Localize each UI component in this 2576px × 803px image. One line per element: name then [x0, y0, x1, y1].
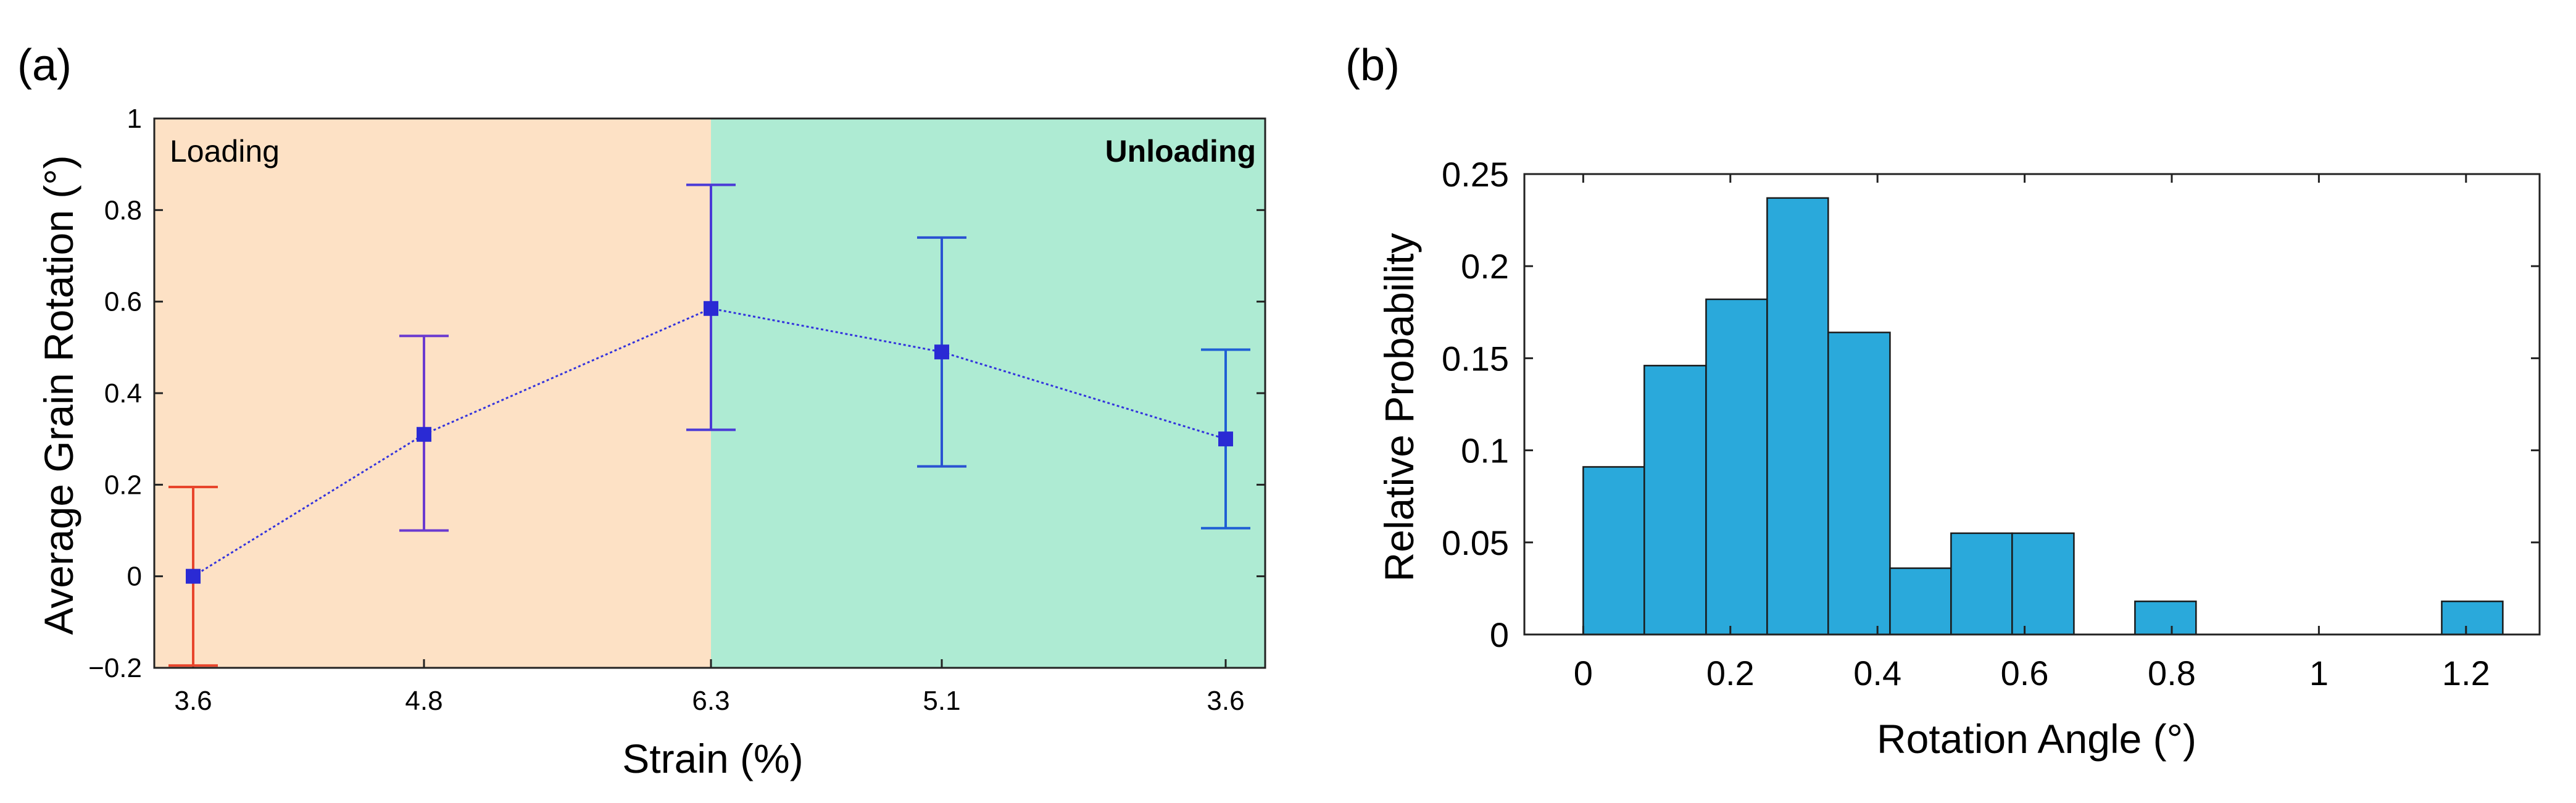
plot-frame-a — [153, 117, 1266, 669]
x-tick-label: 0.6 — [2001, 654, 2049, 693]
x-tick-label: 6.3 — [692, 686, 729, 716]
x-tick-label: 0.2 — [1706, 654, 1755, 693]
histogram-bar — [1950, 532, 2013, 636]
histogram-bar — [1643, 365, 1707, 636]
x-tick-label: 4.8 — [405, 686, 442, 716]
unloading-region — [711, 119, 1265, 668]
panel-a: (a) Loading Unloading 1 0.8 0.6 0.4 0.2 0 −0.2… — [17, 41, 1266, 781]
histogram-bar — [2441, 601, 2504, 636]
x-axis-title-a: Strain (%) — [622, 736, 803, 781]
plot-frame-b — [1523, 173, 2541, 636]
x-tick-label: 0 — [1574, 654, 1593, 693]
x-axis-title-b: Rotation Angle (°) — [1877, 716, 2196, 762]
data-point — [186, 568, 201, 584]
histogram-bar — [1889, 567, 1952, 636]
y-tick-label: 0.2 — [104, 470, 142, 500]
x-tick-label: 0.8 — [2148, 654, 2196, 693]
y-tick-label: 0.1 — [1461, 431, 1509, 470]
histogram-bar — [1582, 466, 1645, 636]
y-tick-label: 0.6 — [104, 287, 142, 317]
y-tick-label: 1 — [127, 104, 142, 134]
y-tick-label: 0.8 — [104, 195, 142, 225]
x-axis-ticks: 3.6 4.8 6.3 5.1 3.6 — [174, 659, 1245, 716]
histogram-bar — [1705, 298, 1768, 636]
y-tick-label: 0.25 — [1442, 155, 1509, 194]
x-tick-label: 0.4 — [1853, 654, 1901, 693]
loading-label: Loading — [170, 134, 280, 169]
y-axis-title-a: Average Grain Rotation (°) — [36, 155, 81, 634]
y-axis-ticks: 1 0.8 0.6 0.4 0.2 0 −0.2 — [88, 104, 1265, 683]
series-line — [168, 183, 1250, 667]
y-axis-ticks: 0 0.05 0.1 0.15 0.2 0.25 — [1442, 155, 2540, 654]
data-point — [934, 344, 949, 360]
data-point — [417, 426, 431, 442]
x-tick-label: 1.2 — [2442, 654, 2490, 693]
y-tick-label: 0.15 — [1442, 339, 1509, 378]
y-tick-label: 0.4 — [104, 378, 142, 409]
panel-b-label: (b) — [1345, 41, 1400, 90]
histogram-bar — [2011, 532, 2075, 636]
y-tick-label: 0.05 — [1442, 523, 1509, 562]
x-axis-ticks: 0 0.2 0.4 0.6 0.8 1 1.2 — [1574, 174, 2490, 693]
y-tick-label: 0.2 — [1461, 247, 1509, 286]
y-tick-label: −0.2 — [88, 653, 142, 683]
histogram-bar — [1827, 331, 1891, 636]
x-tick-label: 3.6 — [174, 686, 212, 716]
y-tick-label: 0 — [127, 562, 142, 592]
x-tick-label: 1 — [2309, 654, 2329, 693]
unloading-label: Unloading — [1105, 134, 1256, 169]
data-point — [704, 301, 718, 316]
x-tick-label: 5.1 — [923, 686, 960, 716]
histogram-bar — [1766, 197, 1829, 636]
panel-a-label: (a) — [17, 41, 72, 90]
loading-region — [154, 119, 711, 668]
panel-b: (b) 0 0.05 0.1 0.15 0.2 0.25 0 0.2 0.4 0.6 0.8 1 1.… — [1345, 41, 2541, 762]
histogram-bars — [1582, 197, 2504, 636]
y-axis-title-b: Relative Probability — [1376, 233, 1422, 582]
x-tick-label: 3.6 — [1207, 686, 1244, 716]
y-tick-label: 0 — [1490, 615, 1509, 654]
histogram-bar — [2134, 601, 2197, 636]
data-point — [1218, 431, 1233, 447]
